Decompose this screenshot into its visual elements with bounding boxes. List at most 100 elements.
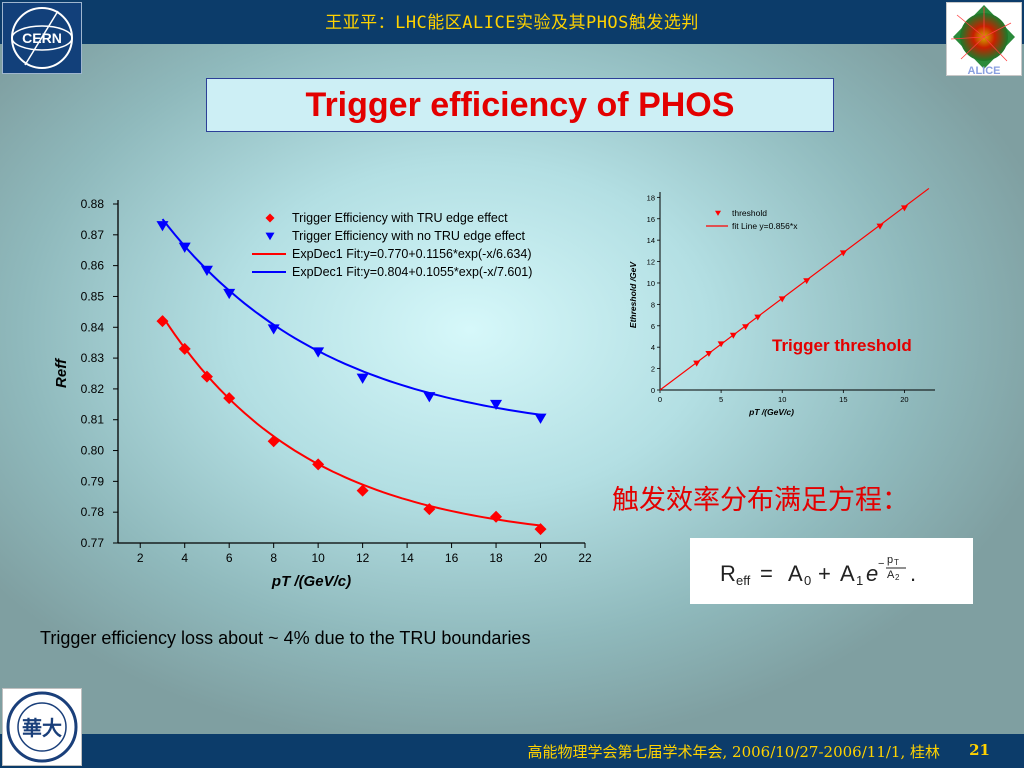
y-axis-label: Reff — [53, 357, 70, 388]
y-tick-label: 0.83 — [81, 351, 105, 365]
y-tick-label: 14 — [647, 236, 655, 245]
y-tick-label: 0.77 — [81, 536, 105, 550]
svg-text:R: R — [720, 561, 736, 586]
data-point — [156, 315, 169, 328]
y-tick-label: 0.84 — [81, 320, 105, 334]
x-tick-label: 22 — [578, 551, 592, 565]
x-tick-label: 10 — [778, 395, 786, 404]
equation-box: R eff = A 0 + A 1 e − p T A 2 . — [690, 538, 973, 604]
svg-text:1: 1 — [856, 573, 863, 588]
svg-text:+: + — [818, 561, 831, 586]
trigger-efficiency-chart: 0.77 0.78 0.79 0.80 0.81 0.82 0.83 0.84 0.85 0.86… — [53, 197, 592, 590]
data-point — [534, 413, 547, 424]
fit-line — [659, 187, 930, 391]
huazhong-university-logo-icon: 華大 — [2, 688, 82, 766]
data-point — [876, 223, 884, 230]
x-tick-label: 14 — [400, 551, 414, 565]
data-point — [178, 242, 191, 253]
y-tick-label: 4 — [651, 343, 655, 352]
data-point — [490, 510, 503, 523]
svg-text:A: A — [788, 561, 803, 586]
legend-marker — [265, 232, 275, 241]
y-tick-label: 0.79 — [81, 474, 105, 488]
data-point — [490, 399, 503, 411]
header-title: 王亚平：LHC能区ALICE实验及其PHOS触发选判 — [325, 13, 699, 33]
svg-text:p: p — [887, 554, 893, 566]
y-tick-label: 0.86 — [81, 259, 105, 273]
y-tick-label: 0.78 — [81, 505, 105, 519]
data-point — [423, 503, 436, 516]
legend-label: fit Line y=0.856*x — [732, 221, 798, 231]
loss-text: Trigger efficiency loss about ~ 4% due t… — [40, 628, 531, 648]
data-point — [534, 523, 547, 536]
data-point — [200, 265, 213, 276]
y-tick-label: 0.88 — [81, 197, 105, 211]
data-point — [178, 342, 191, 355]
slide-title-box: Trigger efficiency of PHOS — [206, 78, 834, 132]
data-point — [312, 347, 325, 358]
legend-label: Trigger Efficiency with TRU edge effect — [292, 211, 508, 225]
page-number: 21 — [969, 741, 990, 759]
y-tick-label: 0.85 — [81, 289, 105, 303]
alice-logo-text: ALICE — [968, 65, 1001, 75]
x-tick-label: 20 — [900, 395, 908, 404]
svg-text:.: . — [910, 561, 916, 586]
svg-text:e: e — [866, 561, 878, 586]
data-point — [423, 392, 436, 403]
x-tick-label: 12 — [356, 551, 370, 565]
data-point — [156, 221, 169, 232]
data-point — [839, 250, 847, 257]
threshold-chart: 0 2 4 6 8 10 12 14 16 18 0 5 10 15 20 pT /(GeV/c) Ethres… — [628, 187, 935, 417]
x-tick-label: 10 — [311, 551, 325, 565]
y-tick-label: 18 — [647, 193, 655, 202]
slide-title: Trigger efficiency of PHOS — [305, 86, 735, 124]
legend-label: threshold — [732, 208, 767, 218]
data-point — [705, 350, 713, 357]
svg-text:eff: eff — [736, 573, 751, 588]
y-tick-label: 16 — [647, 215, 655, 224]
y-tick-label: 0.80 — [81, 444, 105, 458]
data-point — [223, 288, 236, 300]
x-tick-label: 2 — [137, 551, 144, 565]
svg-text:A: A — [840, 561, 855, 586]
x-tick-label: 5 — [719, 395, 723, 404]
data-point — [803, 278, 811, 285]
legend-marker — [265, 213, 275, 223]
x-tick-label: 20 — [534, 551, 548, 565]
data-point — [356, 484, 369, 497]
svg-text:0: 0 — [804, 573, 811, 588]
data-point — [754, 314, 762, 321]
svg-text:T: T — [894, 558, 899, 567]
svg-text:−: − — [878, 558, 884, 570]
legend-label: ExpDec1 Fit:y=0.804+0.1055*exp(-x/7.601) — [292, 265, 532, 279]
y-tick-label: 8 — [651, 300, 655, 309]
reff-equation: R eff = A 0 + A 1 e − p T A 2 . — [720, 554, 916, 588]
svg-text:A: A — [887, 569, 895, 581]
x-tick-label: 0 — [658, 395, 662, 404]
y-axis-label: Ethreshold /GeV — [628, 261, 638, 328]
data-point — [200, 370, 213, 383]
x-axis-label: pT /(GeV/c) — [271, 573, 351, 590]
x-tick-label: 6 — [226, 551, 233, 565]
data-point — [267, 435, 280, 448]
footer-conference: 高能物理学会第七届学术年会, 2006/10/27-2006/11/1, 桂林 — [527, 743, 940, 761]
cern-logo-icon: CERN — [2, 2, 82, 74]
fit-line — [161, 315, 541, 527]
fit-line — [161, 218, 541, 416]
header-bar — [0, 0, 1024, 44]
data-point — [742, 324, 750, 331]
data-point — [717, 341, 725, 348]
data-point — [693, 360, 701, 367]
legend-label: ExpDec1 Fit:y=0.770+0.1156*exp(-x/6.634) — [292, 247, 532, 261]
data-point — [312, 458, 325, 471]
y-tick-label: 0.81 — [81, 413, 105, 427]
y-tick-label: 0.87 — [81, 228, 105, 242]
y-tick-label: 0 — [651, 386, 655, 395]
data-point — [267, 324, 280, 335]
y-tick-label: 10 — [647, 279, 655, 288]
legend-label: Trigger Efficiency with no TRU edge effe… — [292, 229, 526, 243]
equation-label: 触发效率分布满足方程： — [612, 485, 909, 516]
legend-marker — [715, 210, 721, 216]
footer-bar — [0, 734, 1024, 768]
y-tick-label: 0.82 — [81, 382, 105, 396]
